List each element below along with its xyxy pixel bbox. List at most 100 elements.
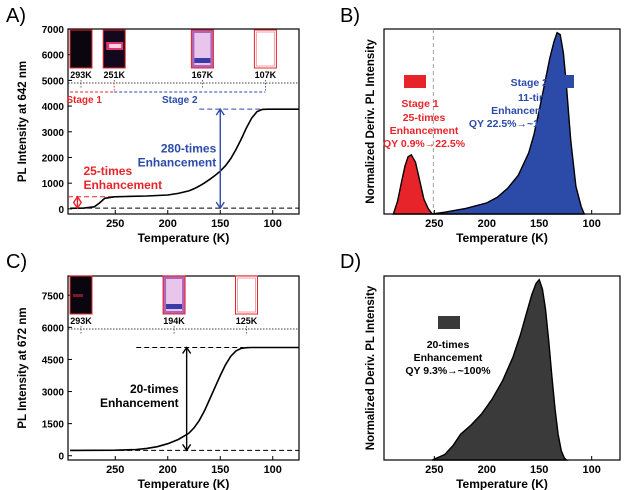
- panel-label: D): [340, 251, 361, 273]
- legend-swatch: [552, 75, 574, 88]
- y-tick-label: 4500: [42, 355, 65, 366]
- panel-4: D) 250 200 150 100 Temperature (K) Normalized …: [340, 251, 621, 490]
- thumbnail-label: 107K: [255, 70, 277, 80]
- thumbnail-frame: [69, 29, 93, 69]
- y-tick-label: 5000: [42, 76, 65, 87]
- x-tick-label: 100: [264, 464, 282, 476]
- thumbnail-label: 167K: [192, 70, 214, 80]
- y-axis-label: Normalized Deriv. PL Intensity: [365, 39, 377, 204]
- y-tick-label: 0: [58, 452, 64, 463]
- thumbnail-label: 293K: [70, 70, 92, 80]
- area-series: [431, 278, 569, 461]
- thumbnail-glow: [237, 277, 256, 313]
- thumbnail-glow: [255, 31, 275, 67]
- x-axis-label: Temperature (K): [138, 477, 230, 490]
- panel-label: A): [6, 5, 26, 27]
- x-tick-label: 250: [106, 218, 124, 230]
- panel-3: C) 250 200 150 100 Temperature (K) 0 1500 3000 45…: [6, 251, 300, 490]
- x-axis-label: Temperature (K): [138, 231, 230, 245]
- y-tick-label: 6000: [42, 323, 65, 334]
- data-line: [70, 346, 299, 452]
- stage-label: Stage 2: [162, 95, 198, 106]
- legend-text: QY 22.5%→~100%: [469, 118, 561, 130]
- x-tick-label: 250: [425, 218, 443, 230]
- panel-label: C): [6, 251, 27, 273]
- annotation-text: Enhancement: [138, 156, 217, 170]
- area-stage-1: [392, 153, 434, 215]
- thumbnail-251K: 251K: [102, 29, 126, 88]
- y-tick-label: 6000: [42, 51, 65, 62]
- panel-label: B): [340, 5, 360, 27]
- y-tick-label: 0: [58, 205, 64, 216]
- x-tick-label: 250: [425, 464, 443, 476]
- panel-2: B) 250 200 150 100 Temperature (K) Normalized …: [340, 5, 621, 245]
- arrow-head-down: [182, 443, 192, 452]
- x-tick-label: 100: [583, 218, 601, 230]
- x-tick-label: 200: [159, 464, 177, 476]
- thumbnail-label: 194K: [163, 316, 185, 326]
- x-tick-label: 100: [264, 218, 282, 230]
- y-tick-label: 7000: [42, 25, 65, 36]
- x-tick-label: 100: [583, 464, 601, 476]
- legend-text: 25-times: [403, 112, 446, 124]
- thumbnail-label: 125K: [236, 316, 258, 326]
- arrow-head-up: [72, 195, 83, 204]
- thumbnail-label: 251K: [103, 70, 125, 80]
- annotation-text: Enhancement: [83, 178, 162, 192]
- legend-title: Stage 2: [511, 77, 549, 89]
- x-tick-label: 150: [530, 218, 548, 230]
- thumbnail-base: [194, 58, 211, 63]
- area-stage-2: [432, 31, 586, 215]
- panel-1: A) 250 200 150 100 Temperature (K) 0 1000 2000 30…: [6, 5, 300, 245]
- y-tick-label: 1000: [42, 179, 65, 190]
- legend-title: Stage 1: [401, 98, 439, 110]
- y-tick-label: 3000: [42, 128, 65, 139]
- arrow-head-up: [215, 107, 225, 116]
- thumbnail-194K: 194K: [162, 275, 186, 334]
- thumbnail-base: [166, 304, 183, 309]
- thumbnail-167K: 167K: [190, 29, 214, 88]
- legend-text: Enhancement: [414, 352, 483, 364]
- annotation-text: 25-times: [83, 164, 132, 178]
- annotation-text: Enhancement: [100, 396, 179, 410]
- thumbnail-label: 293K: [70, 316, 92, 326]
- x-tick-label: 150: [211, 464, 229, 476]
- y-tick-label: 3000: [42, 388, 65, 399]
- x-axis-label: Temperature (K): [456, 231, 548, 245]
- x-tick-label: 200: [159, 218, 177, 230]
- thumbnail-125K: 125K: [235, 275, 258, 334]
- legend-text: QY 0.9%→22.5%: [383, 138, 466, 150]
- legend-swatch: [404, 75, 426, 88]
- thumbnail-glow-core: [109, 44, 122, 48]
- y-tick-label: 1500: [42, 420, 65, 431]
- arrow-head-up: [182, 346, 192, 354]
- thumbnail-293K: 293K: [69, 275, 93, 334]
- thumbnail-293K: 293K: [69, 29, 93, 88]
- data-line: [70, 108, 299, 210]
- legend-text: 20-times: [427, 339, 470, 351]
- y-tick-label: 4000: [42, 102, 65, 113]
- legend-text: Enhancement: [390, 125, 459, 137]
- legend-text: 11-times: [518, 92, 560, 104]
- x-tick-label: 250: [106, 464, 124, 476]
- x-tick-label: 200: [478, 464, 496, 476]
- thumbnail-glow: [194, 33, 211, 65]
- annotation-text: 20-times: [130, 382, 179, 396]
- arrow-head-down: [72, 201, 83, 210]
- legend-text: Enhancement: [491, 105, 560, 117]
- x-axis-label: Temperature (K): [456, 477, 548, 490]
- y-tick-label: 7500: [42, 291, 65, 302]
- thumbnail-107K: 107K: [253, 29, 277, 88]
- legend-text: QY 9.3%→~100%: [405, 365, 491, 377]
- x-tick-label: 150: [211, 218, 229, 230]
- y-axis-label: Normalized Deriv. PL Intensity: [365, 285, 377, 450]
- y-axis-label: PL Intensity at 642 nm: [17, 61, 29, 182]
- y-axis-label: PL Intensity at 672 nm: [17, 307, 29, 428]
- thumbnail-glow: [73, 294, 83, 297]
- stage-label: Stage 1: [66, 95, 102, 106]
